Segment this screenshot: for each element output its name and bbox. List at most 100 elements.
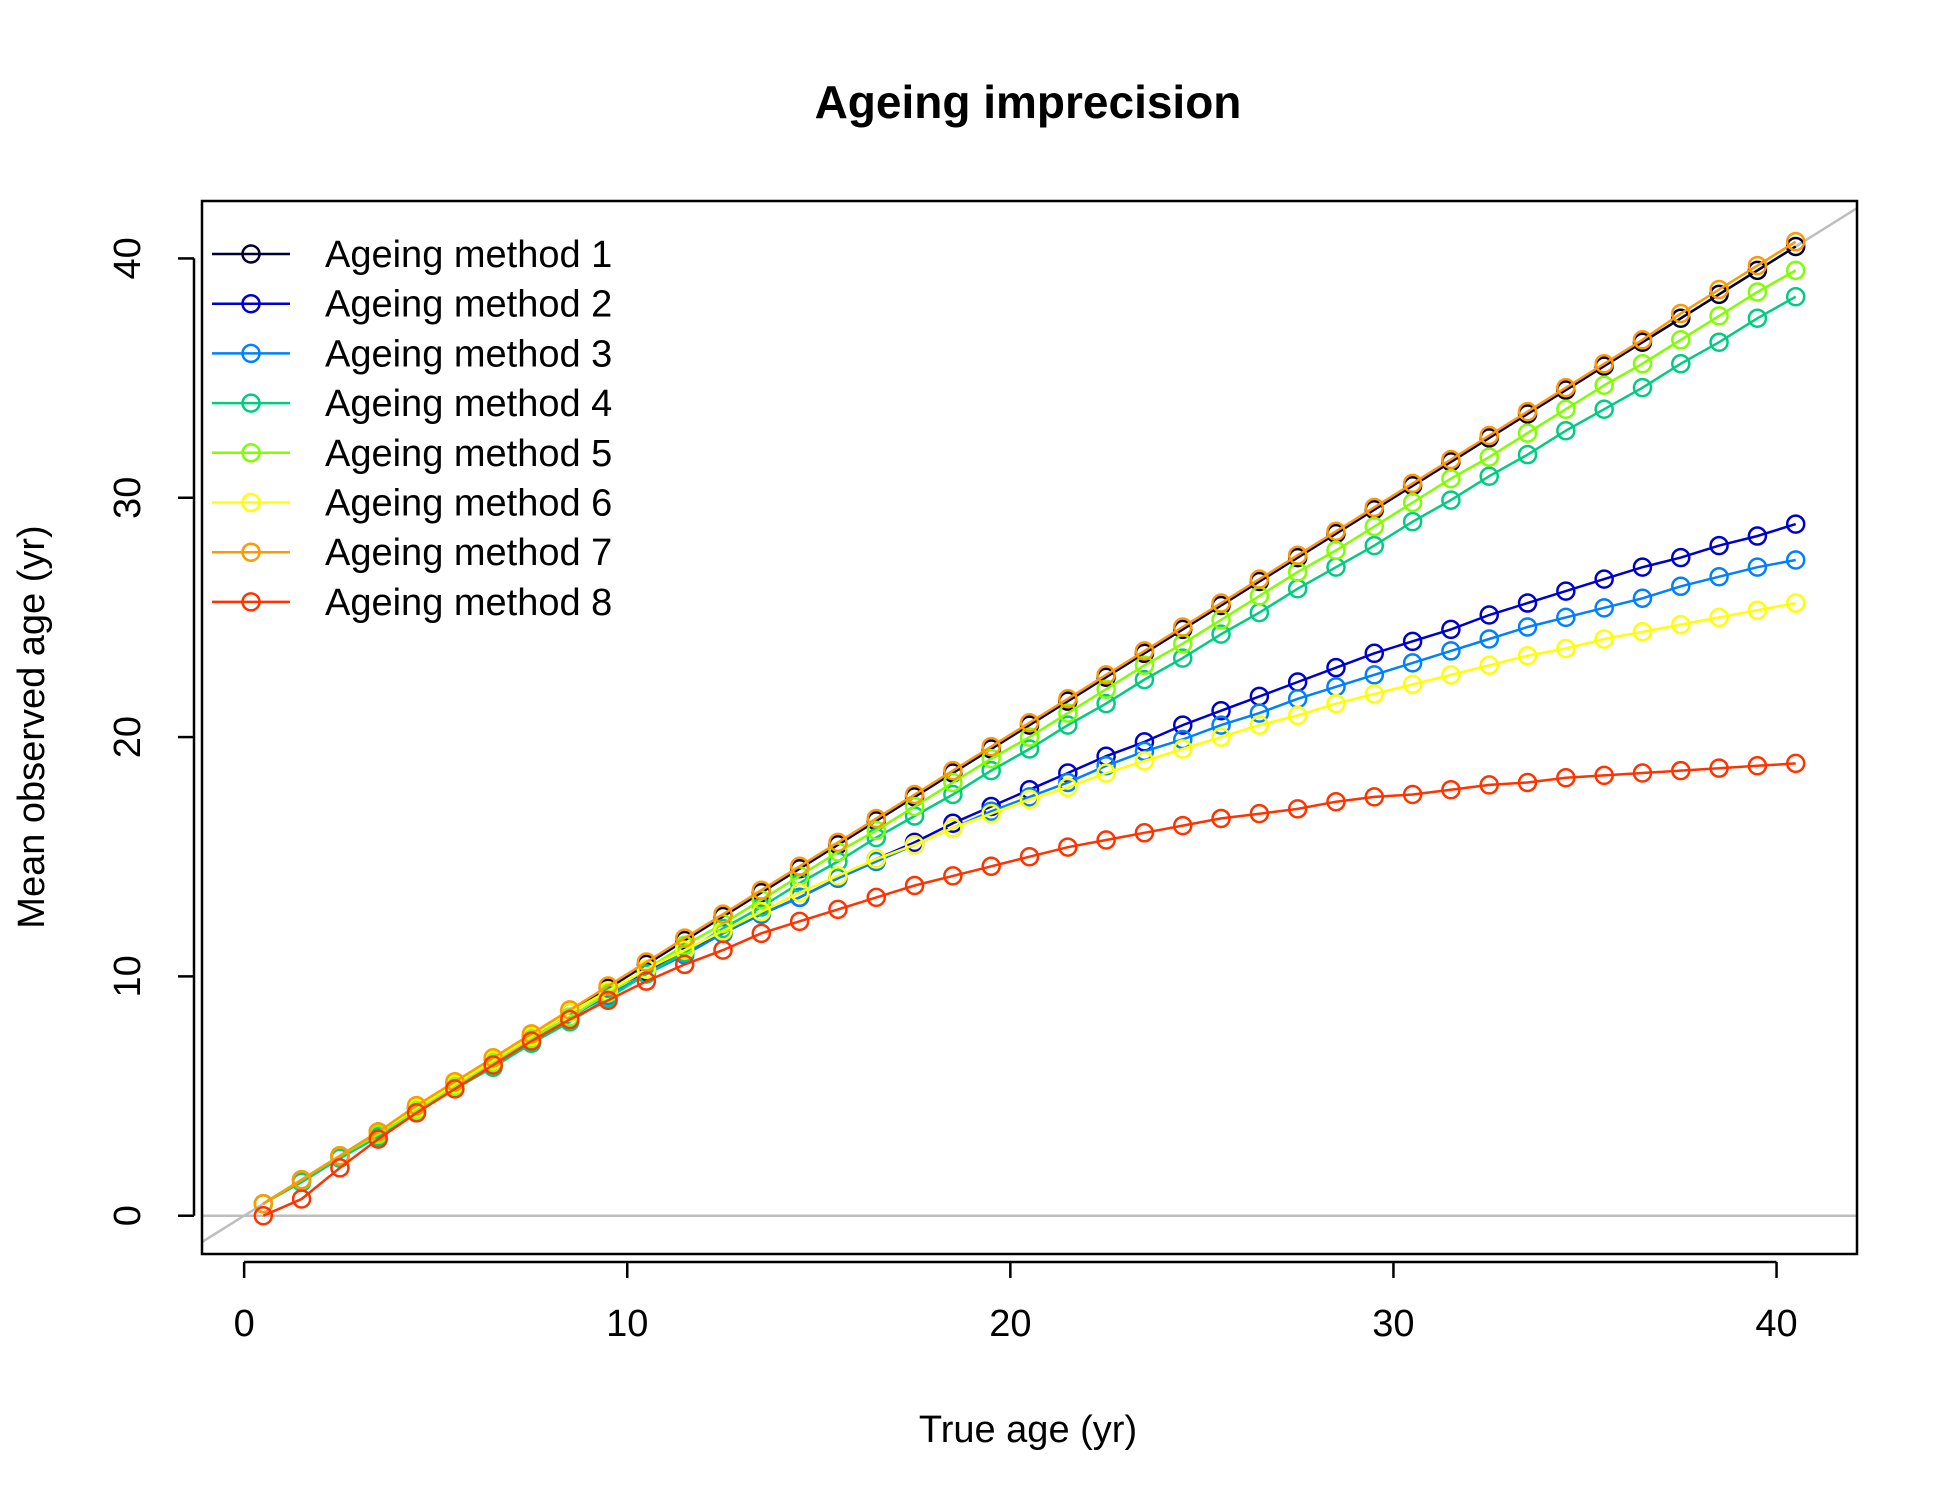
data-point (1211, 593, 1231, 613)
data-point (1517, 645, 1538, 666)
data-point (1594, 629, 1614, 649)
data-point (713, 940, 733, 960)
data-point (1134, 641, 1155, 661)
y-tick-label: 30 (107, 477, 149, 519)
legend-marker (241, 592, 261, 612)
data-point (1747, 600, 1768, 620)
data-point (981, 760, 1001, 781)
data-point (1709, 758, 1729, 778)
data-point (330, 1158, 350, 1178)
data-point (751, 923, 772, 944)
data-point (1211, 727, 1231, 747)
data-point (1747, 308, 1768, 329)
data-point (1556, 638, 1576, 659)
data-point (1172, 739, 1193, 759)
data-point (1594, 375, 1614, 396)
data-point (1364, 535, 1385, 556)
data-point (1287, 545, 1308, 565)
series-line-8 (262, 762, 1796, 1217)
legend: Ageing method 1 Ageing method 2 Ageing met… (212, 234, 612, 624)
data-point (1671, 614, 1691, 635)
data-point (1517, 593, 1538, 613)
data-point (1019, 789, 1040, 810)
data-point (1556, 581, 1576, 601)
data-point (1785, 550, 1806, 570)
data-point (1134, 669, 1155, 690)
legend-item: Ageing method 8 (212, 582, 612, 624)
data-point (1479, 605, 1499, 625)
data-point (981, 803, 1001, 824)
data-point (1096, 830, 1116, 850)
data-point (1096, 763, 1116, 783)
data-point (828, 832, 848, 853)
data-point (1402, 492, 1423, 513)
data-point (1287, 799, 1308, 819)
data-point (1211, 700, 1231, 721)
data-point (1134, 751, 1155, 771)
data-point (1172, 648, 1193, 668)
data-point (1402, 653, 1423, 673)
data-point (1172, 617, 1193, 637)
data-point (866, 849, 887, 869)
data-point (1785, 260, 1806, 281)
data-point (1671, 303, 1691, 324)
data-point (1211, 624, 1231, 644)
data-point (1556, 607, 1576, 628)
data-point (1441, 641, 1461, 661)
data-point (1402, 631, 1423, 652)
data-point (1402, 473, 1423, 494)
data-point (1058, 772, 1078, 793)
data-point (1709, 332, 1729, 352)
legend-label: Ageing method 5 (325, 433, 612, 475)
data-point (1517, 401, 1538, 422)
data-point (1517, 772, 1538, 793)
data-point (1096, 665, 1116, 685)
data-point (1326, 657, 1346, 678)
series-line-6 (262, 601, 1796, 1205)
legend-label: Ageing method 6 (325, 483, 612, 525)
data-point (1364, 787, 1385, 807)
data-point (636, 971, 657, 991)
data-point (1479, 775, 1499, 795)
data-point (1479, 466, 1499, 486)
data-point (1479, 655, 1499, 676)
data-point (1747, 526, 1768, 546)
series-7 (253, 231, 1806, 1214)
x-axis-label: True age (yr) (919, 1409, 1137, 1451)
data-point (828, 899, 848, 920)
legend-marker (241, 542, 261, 562)
data-point (943, 784, 963, 805)
legend-label: Ageing method 8 (325, 582, 612, 624)
data-point (674, 940, 695, 960)
legend-marker (241, 293, 261, 314)
data-point (406, 1103, 427, 1123)
data-point (1441, 468, 1461, 489)
data-point (1632, 622, 1653, 642)
data-point (1326, 791, 1346, 812)
data-point (1556, 399, 1576, 419)
data-point (1517, 423, 1538, 443)
data-point (1709, 607, 1729, 628)
data-point (1594, 765, 1614, 786)
data-point (674, 928, 695, 948)
series-line-7 (262, 240, 1797, 1205)
data-point (1671, 760, 1691, 781)
y-tick-label: 20 (107, 716, 149, 758)
data-point (1785, 593, 1806, 613)
data-point (1556, 377, 1576, 398)
data-point (1747, 255, 1768, 276)
data-point (598, 990, 618, 1011)
data-point (1671, 576, 1691, 597)
data-point (981, 748, 1001, 769)
series-3 (253, 550, 1806, 1214)
x-tick-label: 0 (234, 1303, 255, 1345)
data-point (674, 954, 695, 975)
data-point (789, 882, 810, 903)
data-point (1517, 617, 1538, 637)
data-point (1249, 703, 1270, 723)
data-point (866, 820, 887, 841)
series-5 (253, 260, 1806, 1214)
data-point (751, 880, 772, 900)
data-point (1632, 588, 1653, 609)
data-point (1632, 330, 1653, 350)
